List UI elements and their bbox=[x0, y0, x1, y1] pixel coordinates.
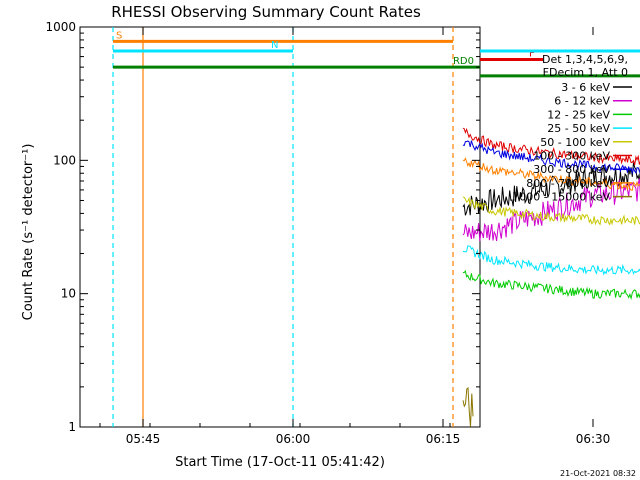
chart-title: RHESSI Observing Summary Count Rates bbox=[111, 3, 421, 21]
vertical-markers bbox=[112, 27, 454, 427]
flag-label-2: F bbox=[529, 49, 535, 60]
series-line-6 bbox=[462, 140, 640, 175]
legend-entry-1: 6 - 12 keV bbox=[554, 95, 610, 108]
series-line-1 bbox=[462, 178, 640, 242]
legend-entry-6: 300 - 800 keV bbox=[533, 163, 610, 176]
legend: Det 1,3,4,5,6,9,FDecim 1, Att 0 3 - 6 keV… bbox=[512, 53, 632, 204]
series-line-7 bbox=[462, 157, 640, 192]
flag-label-1: N bbox=[271, 40, 278, 51]
x-tick-label-1: 06:00 bbox=[276, 432, 311, 446]
legend-entry-0: 3 - 6 keV bbox=[561, 81, 610, 94]
flag-label-4: RD0 bbox=[453, 56, 474, 67]
series-line-8 bbox=[462, 386, 474, 427]
legend-entry-4: 50 - 100 keV bbox=[540, 136, 610, 149]
flag-bars: SNFRD0RD6 bbox=[113, 30, 640, 78]
footer-date: 21-Oct-2021 08:32 bbox=[560, 469, 636, 478]
legend-header-0: Det 1,3,4,5,6,9, bbox=[542, 53, 628, 66]
y-tick-label-3: 1000 bbox=[45, 20, 76, 34]
x-tick-label-3: 06:30 bbox=[576, 432, 611, 446]
y-tick-label-1: 10 bbox=[61, 287, 76, 301]
y-tick-label-0: 1 bbox=[68, 420, 76, 434]
series-line-3 bbox=[462, 245, 640, 276]
legend-entry-3: 25 - 50 keV bbox=[547, 122, 610, 135]
x-tick-label-0: 05:45 bbox=[126, 432, 161, 446]
legend-header-1: FDecim 1, Att 0 bbox=[543, 66, 628, 79]
flag-label-0: S bbox=[116, 30, 122, 41]
series-lines bbox=[462, 127, 640, 427]
legend-entry-8: 7000 - 15000 keV bbox=[512, 191, 610, 204]
y-axis-ticks: 1 10 100 1000 bbox=[45, 20, 480, 434]
x-axis-label: Start Time (17-Oct-11 05:41:42) bbox=[175, 455, 385, 470]
y-tick-label-2: 100 bbox=[53, 153, 76, 167]
series-line-5 bbox=[462, 127, 640, 166]
legend-entry-2: 12 - 25 keV bbox=[547, 108, 610, 121]
series-line-2 bbox=[463, 269, 640, 301]
plot-frame bbox=[79, 26, 481, 428]
series-line-4 bbox=[462, 196, 640, 226]
legend-entry-5: 100 - 300 keV bbox=[533, 150, 610, 163]
y-axis-label: Count Rate (s⁻¹ detector⁻¹) bbox=[21, 144, 36, 321]
legend-entry-7: 800 - 7000 keV bbox=[526, 177, 610, 190]
x-tick-label-2: 06:15 bbox=[426, 432, 461, 446]
series-line-0 bbox=[462, 162, 640, 216]
